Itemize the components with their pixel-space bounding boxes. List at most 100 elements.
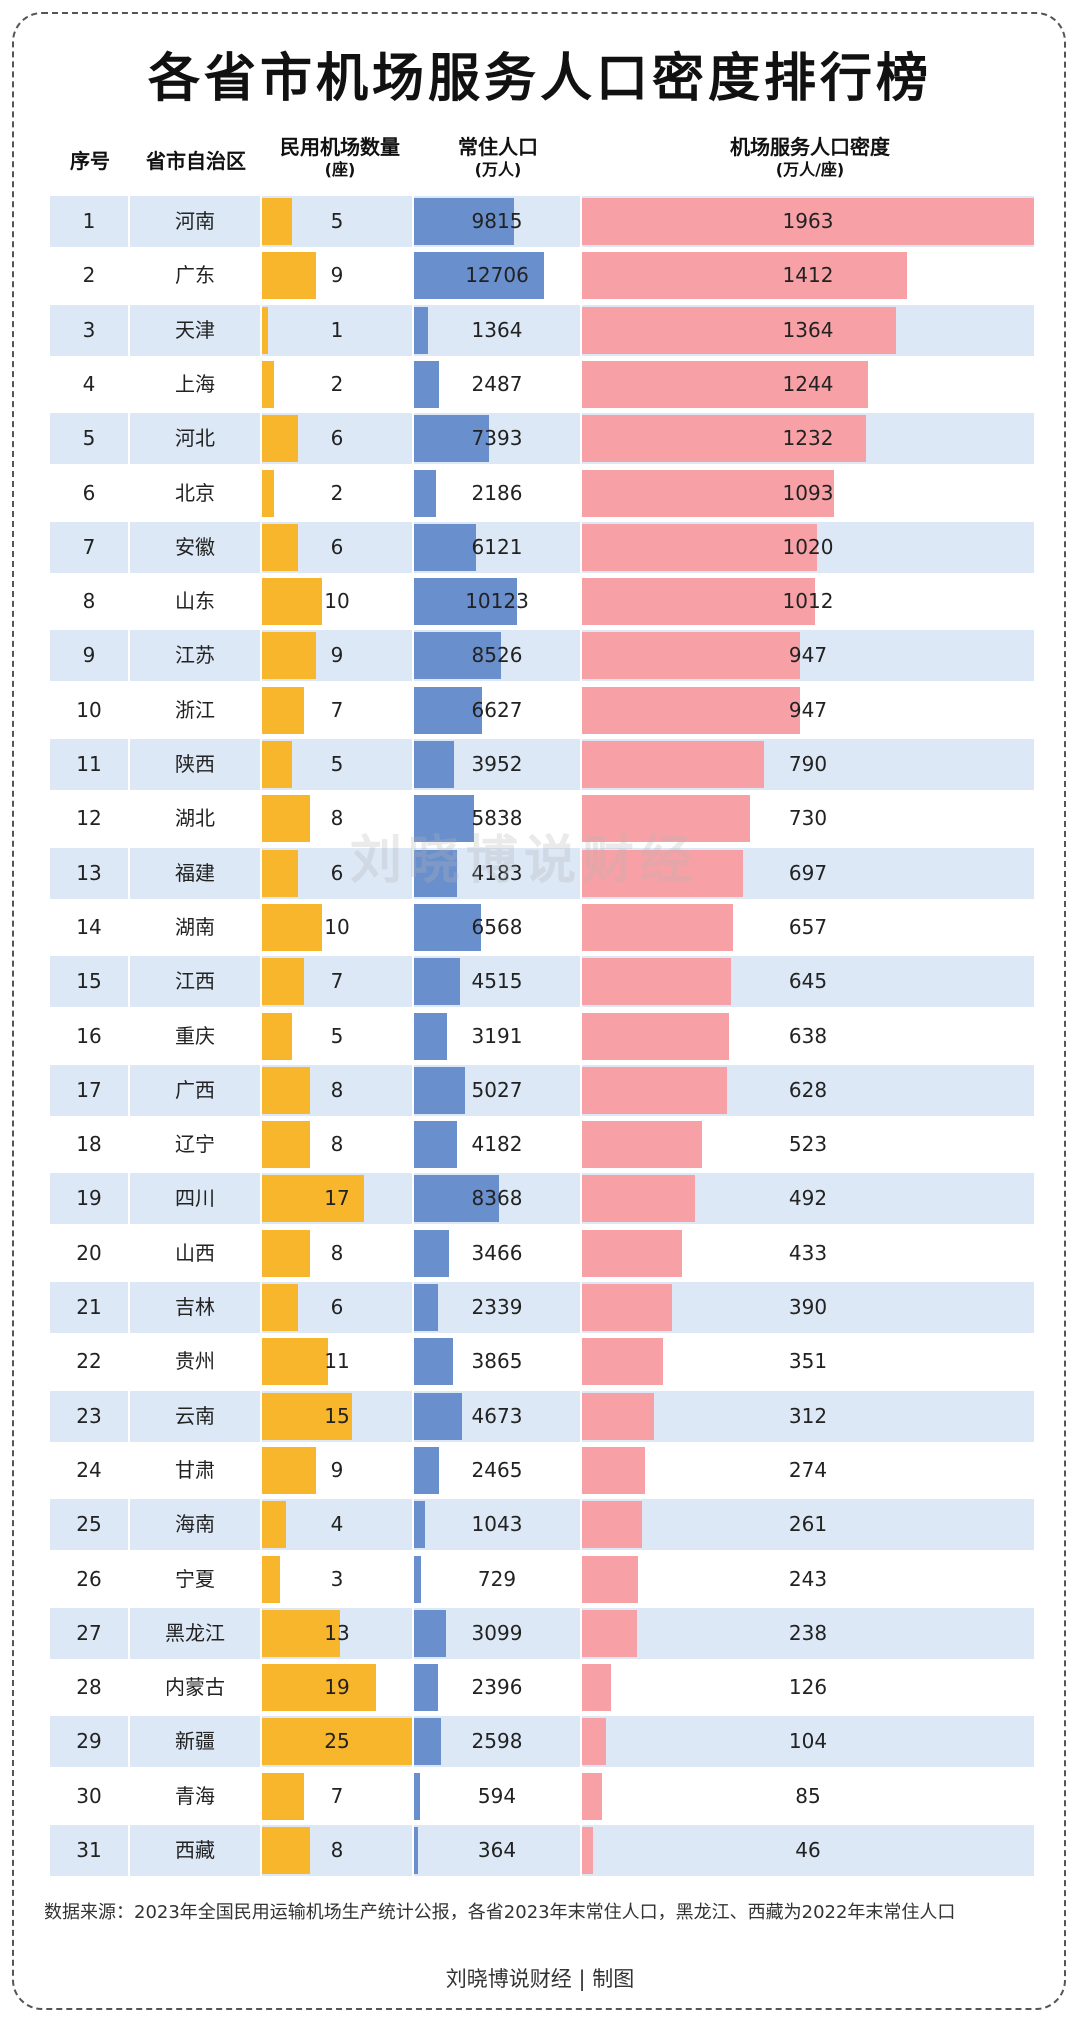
density-value: 1232 (782, 426, 834, 451)
density-bar (582, 1664, 611, 1712)
column-divider (580, 1499, 582, 1551)
airports-bar (262, 632, 316, 680)
column-divider (260, 1119, 262, 1171)
airports-bar (262, 1555, 280, 1603)
header-airports-unit: (座) (324, 160, 356, 179)
rank-cell: 28 (76, 1675, 102, 1700)
column-divider (412, 1336, 414, 1388)
density-bar (582, 1284, 672, 1331)
population-bar (414, 1175, 500, 1223)
column-divider (580, 1390, 582, 1442)
population-value: 2598 (471, 1729, 523, 1754)
column-divider (128, 304, 130, 356)
row-background (50, 1825, 1034, 1876)
column-divider (412, 630, 414, 682)
column-divider (260, 413, 262, 465)
population-bar (414, 1664, 439, 1712)
table-row: 26 宁夏 3 729 243 (50, 1553, 1034, 1605)
population-value: 6568 (471, 914, 523, 939)
row-background (50, 1716, 1034, 1768)
column-divider (128, 1607, 130, 1659)
airports-bar (262, 252, 316, 300)
density-value: 433 (788, 1240, 828, 1265)
province-cell: 山西 (175, 1240, 215, 1265)
airports-bar (262, 415, 298, 463)
airports-value: 17 (324, 1186, 350, 1211)
column-divider (260, 1010, 262, 1062)
population-value: 1043 (471, 1512, 523, 1537)
density-value: 243 (788, 1566, 828, 1591)
airports-bar (262, 1609, 340, 1657)
column-divider (260, 1716, 262, 1768)
rank-cell: 8 (82, 589, 96, 614)
column-divider (412, 250, 414, 302)
column-divider (128, 1553, 130, 1605)
column-divider (580, 1282, 582, 1333)
airports-value: 2 (330, 480, 344, 505)
airports-bar (262, 1121, 310, 1169)
density-value: 1020 (782, 534, 834, 559)
row-background (50, 521, 1034, 573)
density-value: 104 (788, 1729, 828, 1754)
rank-cell: 29 (76, 1729, 102, 1754)
table-row: 19 四川 17 8368 492 (50, 1173, 1034, 1225)
population-bar (414, 1121, 457, 1169)
province-cell: 湖北 (175, 806, 215, 831)
province-cell: 重庆 (175, 1023, 215, 1048)
rank-cell: 1 (82, 209, 96, 233)
density-value: 947 (788, 643, 828, 668)
density-value: 947 (788, 697, 828, 722)
column-divider (412, 1825, 414, 1876)
density-bar (582, 1718, 606, 1766)
rank-cell: 19 (76, 1186, 102, 1211)
column-divider (128, 901, 130, 953)
column-divider (580, 793, 582, 845)
airports-bar (262, 1175, 364, 1223)
rank-cell: 13 (76, 860, 102, 885)
column-divider (260, 901, 262, 953)
column-divider (412, 1390, 414, 1442)
table-row: 2 广东 9 12706 1412 (50, 250, 1034, 302)
header-population: 常住人口 (万人) (418, 134, 578, 180)
density-value: 730 (788, 806, 828, 831)
density-bar (582, 252, 908, 300)
airports-bar (262, 578, 322, 626)
column-divider (128, 196, 130, 247)
table-row: 14 湖南 10 6568 657 (50, 901, 1034, 953)
airports-value: 6 (330, 534, 344, 559)
province-cell: 湖南 (175, 914, 215, 939)
density-value: 351 (788, 1349, 828, 1374)
column-divider (260, 1825, 262, 1876)
table-row: 20 山西 8 3466 433 (50, 1227, 1034, 1279)
density-bar (582, 306, 897, 354)
table-row: 7 安徽 6 6121 1020 (50, 521, 1034, 573)
column-divider (128, 1227, 130, 1279)
density-value: 238 (788, 1620, 828, 1645)
column-divider (412, 1444, 414, 1496)
column-divider (412, 196, 414, 247)
population-bar (414, 958, 460, 1006)
column-divider (412, 1173, 414, 1225)
airports-value: 13 (324, 1620, 350, 1645)
population-bar (414, 1392, 462, 1440)
airports-bar (262, 1066, 310, 1114)
column-divider (260, 1444, 262, 1496)
density-value: 1012 (782, 589, 834, 614)
population-bar (414, 415, 490, 463)
column-divider (412, 793, 414, 845)
airports-bar (262, 903, 322, 951)
table-row: 16 重庆 5 3191 638 (50, 1010, 1034, 1062)
rank-cell: 14 (76, 914, 102, 939)
density-value: 46 (795, 1838, 821, 1862)
rank-cell: 12 (76, 806, 102, 831)
column-divider (260, 739, 262, 790)
column-divider (580, 1770, 582, 1822)
density-bar (582, 1609, 637, 1657)
header-airports-label: 民用机场数量 (280, 135, 400, 159)
population-value: 3191 (471, 1023, 523, 1048)
province-cell: 广西 (175, 1077, 215, 1102)
table-row: 9 江苏 9 8526 947 (50, 630, 1034, 682)
province-cell: 江苏 (175, 643, 215, 668)
rank-cell: 11 (76, 752, 102, 776)
population-value: 3099 (471, 1620, 523, 1645)
